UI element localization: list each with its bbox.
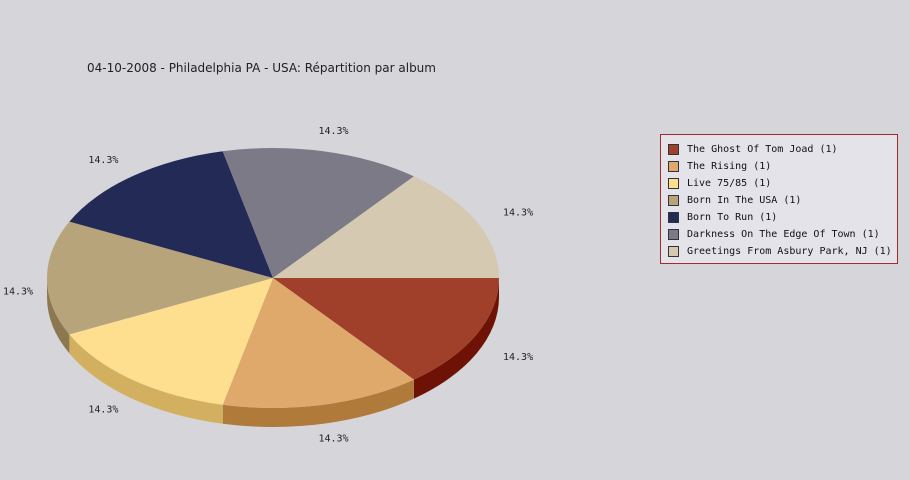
legend-item: The Rising (1): [668, 158, 897, 175]
pie-percent-label-2: 14.3%: [88, 404, 118, 415]
legend: The Ghost Of Tom Joad (1) The Rising (1) L…: [660, 134, 898, 264]
legend-label: The Ghost Of Tom Joad (1): [687, 144, 838, 155]
pie-slice-4: [69, 151, 273, 278]
legend-label: Live 75/85 (1): [687, 178, 772, 189]
legend-swatch: [668, 161, 679, 172]
legend-label: Greetings From Asbury Park, NJ (1): [687, 246, 892, 257]
pie-slice-0: [273, 278, 499, 380]
legend-swatch: [668, 212, 679, 223]
pie-sides: [47, 278, 499, 427]
pie-slice-6: [273, 176, 499, 278]
legend-swatch: [668, 229, 679, 240]
pie-labels: 14.3% 14.3% 14.3% 14.3% 14.3% 14.3% 14.3%: [3, 126, 533, 445]
legend-swatch: [668, 246, 679, 257]
pie-percent-label-3: 14.3%: [3, 286, 33, 297]
legend-item: Born In The USA (1): [668, 192, 897, 209]
pie-percent-label-1: 14.3%: [318, 434, 348, 445]
legend-label: Born In The USA (1): [687, 195, 802, 206]
pie-slice-3: [47, 221, 273, 335]
legend-label: Born To Run (1): [687, 212, 778, 223]
legend-label: The Rising (1): [687, 161, 772, 172]
pie-percent-label-6: 14.3%: [503, 207, 533, 218]
legend-item: Greetings From Asbury Park, NJ (1): [668, 243, 897, 260]
chart-title: 04-10-2008 - Philadelphia PA - USA: Répa…: [87, 61, 436, 75]
pie-slice-5: [222, 148, 414, 278]
legend-swatch: [668, 178, 679, 189]
pie-slice-side-2: [69, 334, 223, 424]
legend-item: The Ghost Of Tom Joad (1): [668, 141, 897, 158]
pie-percent-label-5: 14.3%: [318, 126, 348, 137]
pie-slice-side-0: [413, 278, 499, 399]
legend-swatch: [668, 144, 679, 155]
pie-slice-1: [222, 278, 414, 408]
pie-slice-2: [69, 278, 273, 405]
legend-item: Born To Run (1): [668, 209, 897, 226]
legend-label: Darkness On The Edge Of Town (1): [687, 229, 880, 240]
pie-percent-label-0: 14.3%: [503, 352, 533, 363]
pie-top: [47, 148, 499, 408]
legend-swatch: [668, 195, 679, 206]
legend-item: Darkness On The Edge Of Town (1): [668, 226, 897, 243]
pie-slice-side-3: [47, 278, 70, 354]
legend-item: Live 75/85 (1): [668, 175, 897, 192]
pie-slice-side-1: [222, 379, 414, 427]
pie-percent-label-4: 14.3%: [88, 155, 118, 166]
